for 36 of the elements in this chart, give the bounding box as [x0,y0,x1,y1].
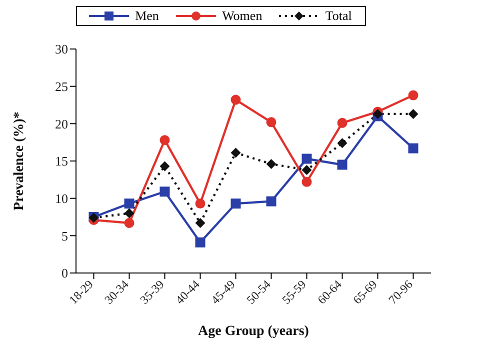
point [160,135,170,146]
point [230,198,241,209]
point [408,90,418,100]
x-axis-title: Age Group (years) [198,324,310,339]
y-tick-label: 25 [55,78,68,94]
y-axis-title: Prevalence (%)* [12,112,27,210]
point [408,108,418,119]
point [302,154,312,164]
point [124,198,134,209]
point [195,237,206,248]
point [124,218,134,228]
legend-label: Women [222,8,262,24]
y-tick-label: 20 [55,116,68,132]
y-tick-label: 10 [55,190,68,206]
legend-label: Men [135,8,159,24]
point [160,186,170,197]
point [337,160,348,170]
y-tick-label: 5 [62,228,68,244]
point [337,118,348,128]
point [195,198,206,209]
y-tick-label: 30 [55,42,68,57]
y-tick-label: 0 [62,266,68,281]
legend-label: Total [325,8,352,24]
point [408,143,418,154]
point [195,218,206,228]
point [302,164,312,175]
point [230,148,241,158]
point [302,176,312,187]
point [124,208,134,218]
point [337,138,348,148]
y-tick-label: 15 [55,154,68,169]
point [230,94,241,105]
point [266,196,276,206]
point [266,117,276,128]
point [266,158,276,169]
point [160,161,170,172]
